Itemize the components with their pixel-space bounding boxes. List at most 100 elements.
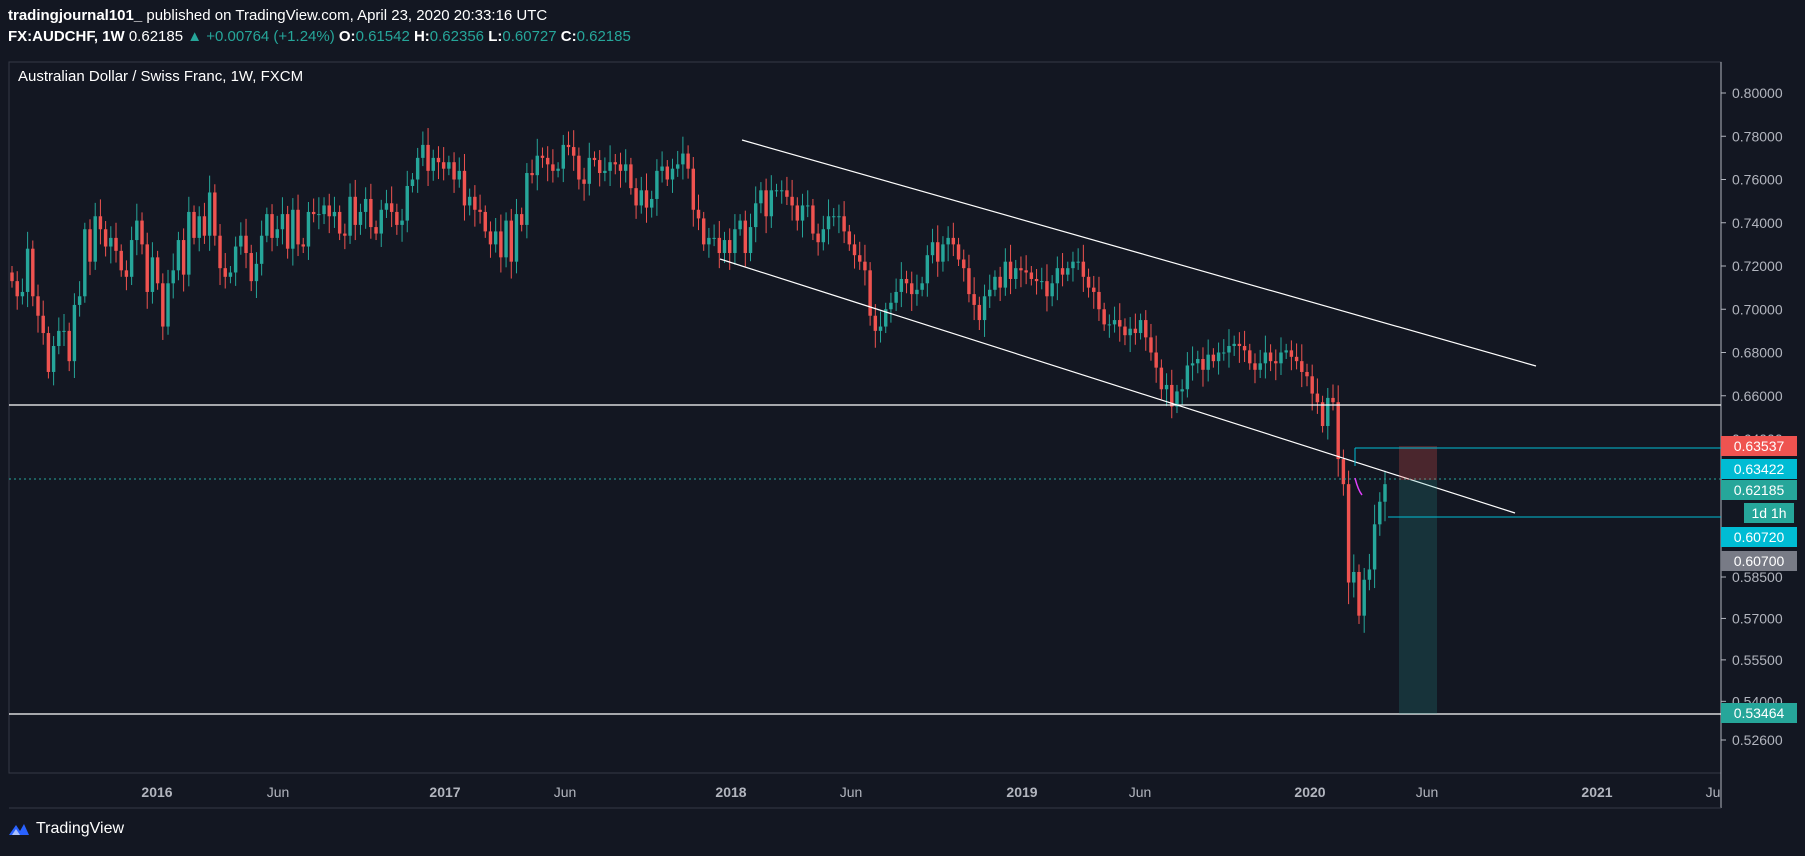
candle-body <box>239 235 243 247</box>
candle-body <box>400 220 404 225</box>
stop-loss-zone[interactable] <box>1399 446 1437 480</box>
candle-body <box>265 214 269 236</box>
candle-body <box>57 330 61 347</box>
candle-body <box>712 237 716 239</box>
price-tick-label: 0.55500 <box>1732 652 1783 668</box>
candle-body <box>202 216 207 236</box>
candle-body <box>197 216 201 238</box>
candle-body <box>727 240 732 254</box>
candle-body <box>832 216 836 218</box>
candle-body <box>452 162 456 180</box>
price-label-bg <box>1721 551 1797 571</box>
candle-body <box>868 270 872 316</box>
candle-body <box>858 255 862 262</box>
price-label-bg <box>1721 459 1797 479</box>
candle-body <box>894 291 898 303</box>
candle-body <box>1315 393 1320 403</box>
candle-body <box>176 240 181 271</box>
author-name[interactable]: tradingjournal101_ <box>8 7 143 24</box>
price-tick-label: 0.78000 <box>1732 128 1783 144</box>
candle-body <box>1055 268 1060 284</box>
candle-body <box>431 157 435 171</box>
candle-body <box>1206 354 1210 370</box>
candle-body <box>863 261 867 271</box>
high-label: H: <box>413 28 430 45</box>
candle-body <box>363 198 368 212</box>
candle-body <box>46 333 51 372</box>
price-axis[interactable] <box>1721 62 1805 773</box>
candle-body <box>525 173 529 225</box>
candle-body <box>322 205 326 215</box>
candle-body <box>135 220 139 241</box>
candle-body <box>1185 365 1190 390</box>
candle-body <box>899 278 904 292</box>
candle-body <box>1019 268 1023 271</box>
candle-body <box>1097 291 1101 310</box>
candle-body <box>51 346 56 372</box>
candle-body <box>499 231 503 258</box>
candle-body <box>207 192 212 236</box>
publish-line: tradingjournal101_ published on TradingV… <box>8 6 631 26</box>
candle-body <box>1300 361 1304 372</box>
candle-body <box>124 270 129 277</box>
candle-body <box>779 190 784 192</box>
candle-body <box>270 214 274 238</box>
time-tick-label: Ju <box>1706 784 1721 800</box>
time-tick-label: 2018 <box>715 784 746 800</box>
candle-body <box>764 190 768 217</box>
price-change: +0.00764 (+1.24%) <box>206 28 335 45</box>
candle-body <box>1154 352 1158 368</box>
candles-group <box>10 128 1387 633</box>
candle-body <box>426 144 430 171</box>
candle-body <box>379 209 383 234</box>
candle-body <box>1180 389 1184 392</box>
candle-body <box>192 211 196 238</box>
candle-body <box>317 214 321 216</box>
candle-body <box>613 162 618 165</box>
candle-body <box>166 283 170 327</box>
candle-body <box>587 157 592 184</box>
candle-body <box>571 147 576 156</box>
candle-body <box>1378 501 1382 525</box>
candle-body <box>1346 484 1351 583</box>
candle-body <box>1336 402 1340 460</box>
candle-body <box>285 214 290 249</box>
candle-body <box>1232 343 1236 347</box>
chart-pane[interactable] <box>8 61 1722 774</box>
candle-body <box>72 304 77 362</box>
candle-body <box>665 166 670 180</box>
time-tick-label: Jun <box>267 784 290 800</box>
candle-body <box>478 209 482 212</box>
candle-body <box>733 229 737 254</box>
candle-body <box>675 164 680 169</box>
candle-body <box>681 153 685 165</box>
candle-body <box>1274 361 1278 364</box>
candle-body <box>1331 397 1335 403</box>
candle-body <box>254 263 259 282</box>
candle-body <box>722 240 727 254</box>
candle-body <box>415 157 420 180</box>
low-label: L: <box>488 28 503 45</box>
channel-upper-line[interactable] <box>741 139 1537 367</box>
candle-body <box>993 276 997 290</box>
candle-body <box>218 235 222 269</box>
candle-body <box>98 216 103 230</box>
candle-body <box>1170 384 1174 407</box>
candle-body <box>1123 326 1127 336</box>
price-label-bg <box>1721 703 1797 723</box>
candle-body <box>1362 579 1366 616</box>
candle-body <box>306 211 311 247</box>
candle-body <box>608 162 612 171</box>
candle-body <box>837 216 841 218</box>
candle-body <box>519 214 524 225</box>
time-tick-label: 2020 <box>1294 784 1325 800</box>
target-zone[interactable] <box>1399 480 1437 714</box>
candle-body <box>1066 268 1070 275</box>
channel-lower-line[interactable] <box>719 258 1516 514</box>
candle-body <box>1357 571 1361 616</box>
candle-body <box>374 227 378 234</box>
candle-body <box>343 233 347 236</box>
candle-body <box>467 196 472 206</box>
footer-brand[interactable]: TradingView <box>36 820 125 837</box>
